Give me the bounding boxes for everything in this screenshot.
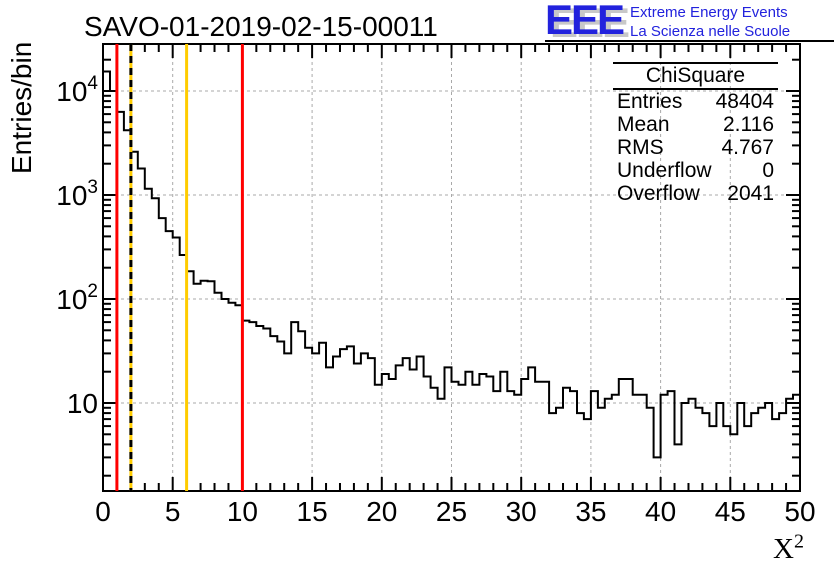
svg-text:10: 10 bbox=[67, 388, 98, 419]
x-axis-title-base: X bbox=[773, 533, 794, 565]
y-axis-title: Entries/bin bbox=[6, 41, 37, 174]
stats-label: Mean bbox=[617, 113, 670, 136]
stats-box: ChiSquare Entries 48404 Mean 2.116 RMS 4… bbox=[613, 62, 778, 205]
eee-logo-line1: Extreme Energy Events bbox=[630, 4, 788, 21]
svg-text:0: 0 bbox=[95, 496, 111, 527]
svg-text:102: 102 bbox=[56, 281, 98, 315]
stats-row-rms: RMS 4.767 bbox=[613, 136, 778, 159]
svg-text:25: 25 bbox=[436, 496, 467, 527]
stats-label: RMS bbox=[617, 136, 664, 159]
stats-label: Underflow bbox=[617, 159, 712, 182]
eee-logo: EEE Extreme Energy Events La Scienza nel… bbox=[545, 0, 790, 43]
eee-logo-acronym: EEE bbox=[545, 0, 625, 43]
stats-value: 2041 bbox=[727, 182, 774, 205]
x-axis-title: X2 bbox=[773, 530, 804, 566]
svg-text:103: 103 bbox=[56, 177, 98, 211]
x-tick-labels: 0 5 10 15 20 25 30 35 40 45 50 bbox=[95, 496, 815, 527]
logo-underline bbox=[545, 40, 834, 42]
stats-label: Entries bbox=[617, 90, 683, 113]
svg-text:30: 30 bbox=[506, 496, 537, 527]
eee-logo-text: Extreme Energy Events La Scienza nelle S… bbox=[630, 1, 790, 41]
y-tick-labels: 10 102 103 104 bbox=[56, 73, 98, 419]
svg-text:20: 20 bbox=[366, 496, 397, 527]
stats-value: 4.767 bbox=[721, 136, 774, 159]
x-axis-title-exponent: 2 bbox=[793, 530, 804, 553]
cut-lines bbox=[115, 44, 244, 491]
stats-row-overflow: Overflow 2041 bbox=[613, 182, 778, 205]
svg-text:40: 40 bbox=[645, 496, 676, 527]
stats-value: 2.116 bbox=[723, 113, 774, 136]
stats-value: 48404 bbox=[715, 90, 774, 113]
svg-text:104: 104 bbox=[56, 73, 98, 107]
stats-box-title: ChiSquare bbox=[613, 64, 778, 90]
plot-frame bbox=[102, 43, 801, 492]
stats-row-mean: Mean 2.116 bbox=[613, 113, 778, 136]
plot-title: SAVO-01-2019-02-15-00011 bbox=[84, 11, 438, 42]
eee-logo-line2: La Scienza nelle Scuole bbox=[630, 23, 791, 40]
svg-text:45: 45 bbox=[715, 496, 746, 527]
svg-text:10: 10 bbox=[227, 496, 258, 527]
stats-label: Overflow bbox=[617, 182, 700, 205]
histogram-line bbox=[103, 70, 800, 459]
svg-text:15: 15 bbox=[297, 496, 328, 527]
svg-text:35: 35 bbox=[575, 496, 606, 527]
svg-text:5: 5 bbox=[165, 496, 181, 527]
svg-text:50: 50 bbox=[784, 496, 815, 527]
stats-row-underflow: Underflow 0 bbox=[613, 159, 778, 182]
stats-value: 0 bbox=[762, 159, 774, 182]
stats-row-entries: Entries 48404 bbox=[613, 90, 778, 113]
